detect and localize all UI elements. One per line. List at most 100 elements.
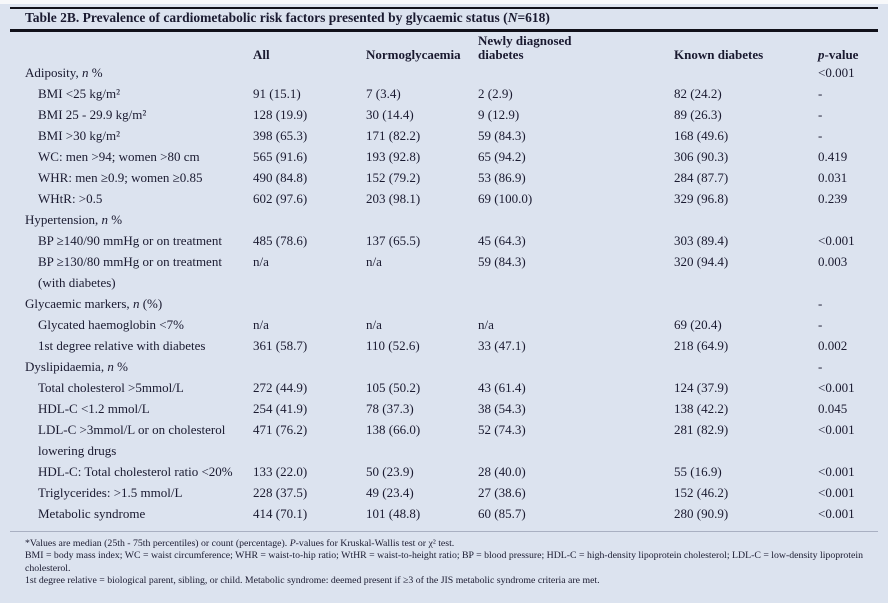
cell-newly-diagnosed: n/a (478, 317, 494, 332)
cell-all (253, 356, 366, 377)
row-label-pre: HDL-C: Total cholesterol ratio <20% (38, 464, 233, 479)
row-label-pre: BMI >30 kg/m² (38, 128, 121, 143)
cell-all: 485 (78.6) (253, 233, 308, 248)
row-label: HDL-C: Total cholesterol ratio <20% (25, 461, 253, 482)
cell-all (253, 293, 366, 314)
row-label-italic: n (107, 359, 114, 374)
row-label: Hypertension, n % (25, 209, 253, 230)
cell-p-value: 0.003 (818, 254, 848, 269)
cell-normoglycaemia: n/a (366, 254, 382, 269)
cell-newly-diagnosed: 28 (40.0) (478, 464, 526, 479)
row-label-pre: BP ≥130/80 mmHg or on treatment (38, 254, 222, 269)
cell-newly-diagnosed: 45 (64.3) (478, 233, 526, 248)
row-label: Dyslipidaemia, n % (25, 356, 253, 377)
table-row: HDL-C <1.2 mmol/L 254 (41.9) 78 (37.3) 3… (25, 398, 870, 419)
cell-p-value (818, 440, 870, 461)
cell-all: 272 (44.9) (253, 380, 308, 395)
cell-normoglycaemia: 152 (79.2) (366, 170, 421, 185)
cell-normoglycaemia: 49 (23.4) (366, 485, 414, 500)
row-label-pre: WC: men >94; women >80 cm (38, 149, 200, 164)
cell-known-diabetes (674, 356, 818, 377)
cell-known-diabetes: 218 (64.9) (674, 338, 729, 353)
cell-known-diabetes: 82 (24.2) (674, 86, 722, 101)
cell-all: 602 (97.6) (253, 191, 308, 206)
table-row: BP ≥130/80 mmHg or on treatment n/a n/a … (25, 251, 870, 272)
cell-p-value: 0.419 (818, 149, 848, 164)
cell-newly-diagnosed: 59 (84.3) (478, 128, 526, 143)
row-label: BP ≥130/80 mmHg or on treatment (25, 251, 253, 272)
row-label-post: % (88, 65, 103, 80)
cell-newly-diagnosed: 43 (61.4) (478, 380, 526, 395)
cell-p-value: <0.001 (818, 65, 855, 80)
footnote-values-p-italic: P (289, 538, 296, 549)
cell-newly-diagnosed (478, 356, 674, 377)
cell-normoglycaemia: n/a (366, 317, 382, 332)
cell-all (253, 62, 366, 83)
column-header-all: All (253, 47, 270, 62)
row-label-pre: BMI <25 kg/m² (38, 86, 121, 101)
table-row: (with diabetes) (25, 272, 870, 293)
cell-known-diabetes (674, 293, 818, 314)
cell-known-diabetes: 281 (82.9) (674, 422, 729, 437)
cell-newly-diagnosed (478, 209, 674, 230)
row-label-pre: 1st degree relative with diabetes (38, 338, 206, 353)
cell-p-value: - (818, 359, 823, 374)
table-row: LDL-C >3mmol/L or on cholesterol 471 (76… (25, 419, 870, 440)
column-header-newly-line1: Newly diagnosed (478, 33, 572, 48)
table-row: Hypertension, n % (25, 209, 870, 230)
cell-normoglycaemia (366, 209, 478, 230)
footnote-abbreviations: BMI = body mass index; WC = waist circum… (25, 550, 863, 574)
cell-all (253, 209, 366, 230)
cell-p-value: <0.001 (818, 464, 855, 479)
cell-p-value: - (818, 107, 823, 122)
table-row: WC: men >94; women >80 cm 565 (91.6) 193… (25, 146, 870, 167)
cell-all: n/a (253, 317, 269, 332)
cell-newly-diagnosed: 59 (84.3) (478, 254, 526, 269)
cell-known-diabetes: 89 (26.3) (674, 107, 722, 122)
row-label-pre: Metabolic syndrome (38, 506, 146, 521)
column-header-p-italic: p (818, 47, 825, 62)
column-header-newly-diagnosed: Newly diagnosed diabetes (478, 34, 674, 62)
row-label: Adiposity, n % (25, 62, 253, 83)
row-label: BMI <25 kg/m² (25, 83, 253, 104)
cell-normoglycaemia: 138 (66.0) (366, 422, 421, 437)
cell-known-diabetes: 124 (37.9) (674, 380, 729, 395)
cell-known-diabetes: 69 (20.4) (674, 317, 722, 332)
cell-p-value: 0.031 (818, 170, 848, 185)
cell-all: 414 (70.1) (253, 506, 308, 521)
table-row: Adiposity, n % <0.001 (25, 62, 870, 83)
cell-p-value (818, 272, 870, 293)
scan-edge-strip (0, 0, 888, 4)
table-row: BMI >30 kg/m² 398 (65.3) 171 (82.2) 59 (… (25, 125, 870, 146)
cell-normoglycaemia: 110 (52.6) (366, 338, 420, 353)
cell-p-value: <0.001 (818, 506, 855, 521)
cell-normoglycaemia: 30 (14.4) (366, 107, 414, 122)
column-header-newly-line2: diabetes (478, 47, 524, 62)
row-label-pre: Hypertension, (25, 212, 102, 227)
cell-newly-diagnosed (478, 293, 674, 314)
table-body: Adiposity, n % <0.001 BMI <25 kg/m² 91 (… (25, 62, 870, 524)
table-row: Dyslipidaemia, n % - (25, 356, 870, 377)
row-label-pre: WHR: men ≥0.9; women ≥0.85 (38, 170, 203, 185)
table-title-suffix: =618) (517, 10, 550, 25)
table-title-n-italic: N (507, 10, 518, 25)
table-row: BMI <25 kg/m² 91 (15.1) 7 (3.4) 2 (2.9) … (25, 83, 870, 104)
cell-p-value: 0.002 (818, 338, 848, 353)
row-label-italic: n (101, 212, 109, 227)
cell-newly-diagnosed: 69 (100.0) (478, 191, 533, 206)
table-row: HDL-C: Total cholesterol ratio <20% 133 … (25, 461, 870, 482)
footnote-values-pre: *Values are median (25th - 75th percenti… (25, 538, 290, 549)
row-label-pre: Dyslipidaemia, (25, 359, 108, 374)
table-row: WHtR: >0.5 602 (97.6) 203 (98.1) 69 (100… (25, 188, 870, 209)
cell-normoglycaemia (366, 440, 478, 461)
row-label: LDL-C >3mmol/L or on cholesterol (25, 419, 253, 440)
row-label-post: % (113, 359, 128, 374)
cell-all: 91 (15.1) (253, 86, 301, 101)
table-row: Total cholesterol >5mmol/L 272 (44.9) 10… (25, 377, 870, 398)
table-row: WHR: men ≥0.9; women ≥0.85 490 (84.8) 15… (25, 167, 870, 188)
title-underline-rule (10, 29, 878, 32)
table-row: Metabolic syndrome 414 (70.1) 101 (48.8)… (25, 503, 870, 524)
footnote-values: *Values are median (25th - 75th percenti… (25, 538, 867, 550)
column-header-p-value: p-value (818, 48, 870, 62)
